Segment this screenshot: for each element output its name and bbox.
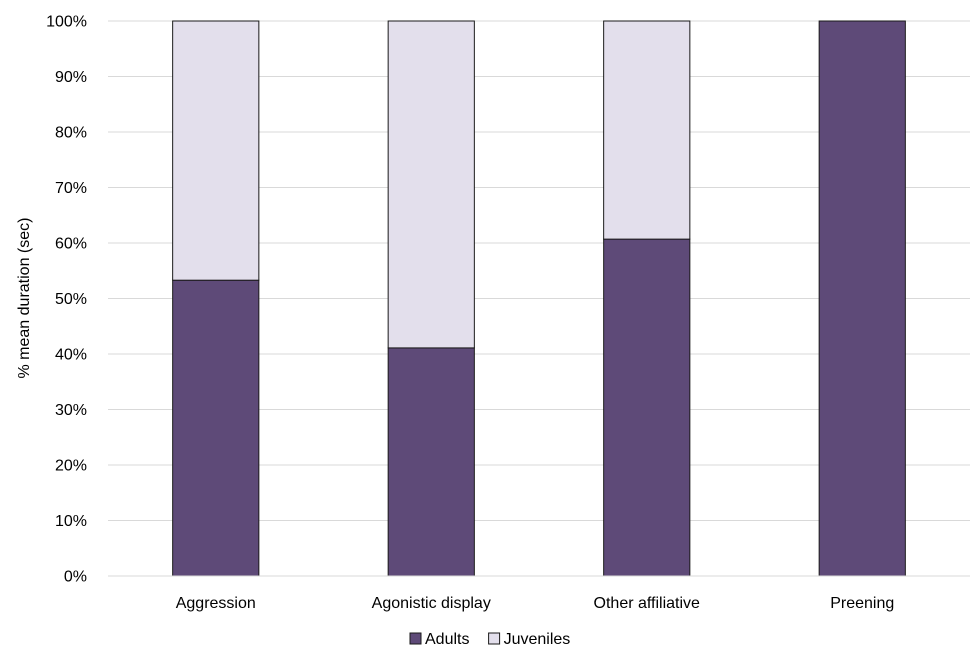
y-tick-label: 30% <box>55 402 87 419</box>
legend-swatch-juveniles <box>488 632 501 645</box>
y-tick-label: 100% <box>46 14 87 31</box>
y-tick-label: 70% <box>55 180 87 197</box>
bar-segment-adults <box>172 279 260 577</box>
y-tick-label: 0% <box>64 569 87 586</box>
bar-segment-adults <box>387 347 475 577</box>
y-tick-label: 60% <box>55 236 87 253</box>
x-category-label: Other affiliative <box>594 595 701 612</box>
y-tick-label: 50% <box>55 291 87 308</box>
bar-segment-adults <box>818 20 906 577</box>
x-category-label: Aggression <box>176 595 256 612</box>
y-tick-label: 20% <box>55 458 87 475</box>
y-tick-label: 40% <box>55 347 87 364</box>
y-tick-label: 90% <box>55 69 87 86</box>
legend-swatch-adults <box>409 632 422 645</box>
bar-segment-adults <box>603 238 691 577</box>
legend-label: Juveniles <box>504 631 571 648</box>
x-category-label: Agonistic display <box>372 595 491 612</box>
legend: Adults Juveniles <box>409 631 571 648</box>
x-category-label: Preening <box>830 595 894 612</box>
legend-label: Adults <box>425 631 469 648</box>
y-axis-title: % mean duration (sec) <box>16 218 33 379</box>
bar-segment-juveniles <box>603 20 691 240</box>
y-tick-label: 80% <box>55 125 87 142</box>
bar-segment-juveniles <box>172 20 260 281</box>
bar-segment-juveniles <box>387 20 475 349</box>
axes: 0% 10% 20% 30% 40% 50% 60% 70% 80% 90% 100% Aggress… <box>46 14 970 612</box>
y-tick-label: 10% <box>55 513 87 530</box>
